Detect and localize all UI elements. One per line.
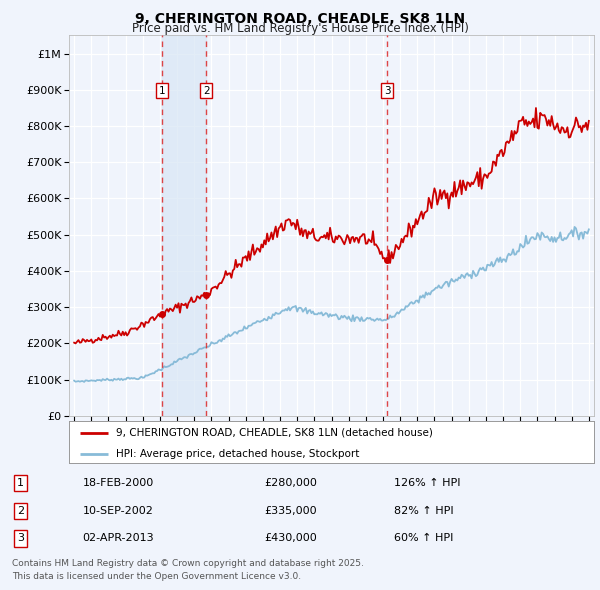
Text: 10-SEP-2002: 10-SEP-2002 bbox=[82, 506, 154, 516]
Text: 9, CHERINGTON ROAD, CHEADLE, SK8 1LN (detached house): 9, CHERINGTON ROAD, CHEADLE, SK8 1LN (de… bbox=[116, 428, 433, 438]
Text: £430,000: £430,000 bbox=[265, 533, 317, 543]
Text: £335,000: £335,000 bbox=[265, 506, 317, 516]
Text: 3: 3 bbox=[384, 86, 391, 96]
Text: 126% ↑ HPI: 126% ↑ HPI bbox=[394, 478, 461, 488]
Text: Contains HM Land Registry data © Crown copyright and database right 2025.: Contains HM Land Registry data © Crown c… bbox=[12, 559, 364, 568]
Text: 82% ↑ HPI: 82% ↑ HPI bbox=[394, 506, 454, 516]
Text: 1: 1 bbox=[158, 86, 166, 96]
Text: 1: 1 bbox=[17, 478, 24, 488]
Text: 9, CHERINGTON ROAD, CHEADLE, SK8 1LN: 9, CHERINGTON ROAD, CHEADLE, SK8 1LN bbox=[135, 12, 465, 26]
Text: 2: 2 bbox=[17, 506, 24, 516]
Text: 3: 3 bbox=[17, 533, 24, 543]
Text: 60% ↑ HPI: 60% ↑ HPI bbox=[394, 533, 454, 543]
Text: Price paid vs. HM Land Registry's House Price Index (HPI): Price paid vs. HM Land Registry's House … bbox=[131, 22, 469, 35]
Text: 18-FEB-2000: 18-FEB-2000 bbox=[82, 478, 154, 488]
Text: £280,000: £280,000 bbox=[265, 478, 317, 488]
Text: This data is licensed under the Open Government Licence v3.0.: This data is licensed under the Open Gov… bbox=[12, 572, 301, 581]
Text: HPI: Average price, detached house, Stockport: HPI: Average price, detached house, Stoc… bbox=[116, 449, 359, 459]
Text: 02-APR-2013: 02-APR-2013 bbox=[82, 533, 154, 543]
Text: 2: 2 bbox=[203, 86, 209, 96]
Bar bbox=[162, 35, 206, 416]
